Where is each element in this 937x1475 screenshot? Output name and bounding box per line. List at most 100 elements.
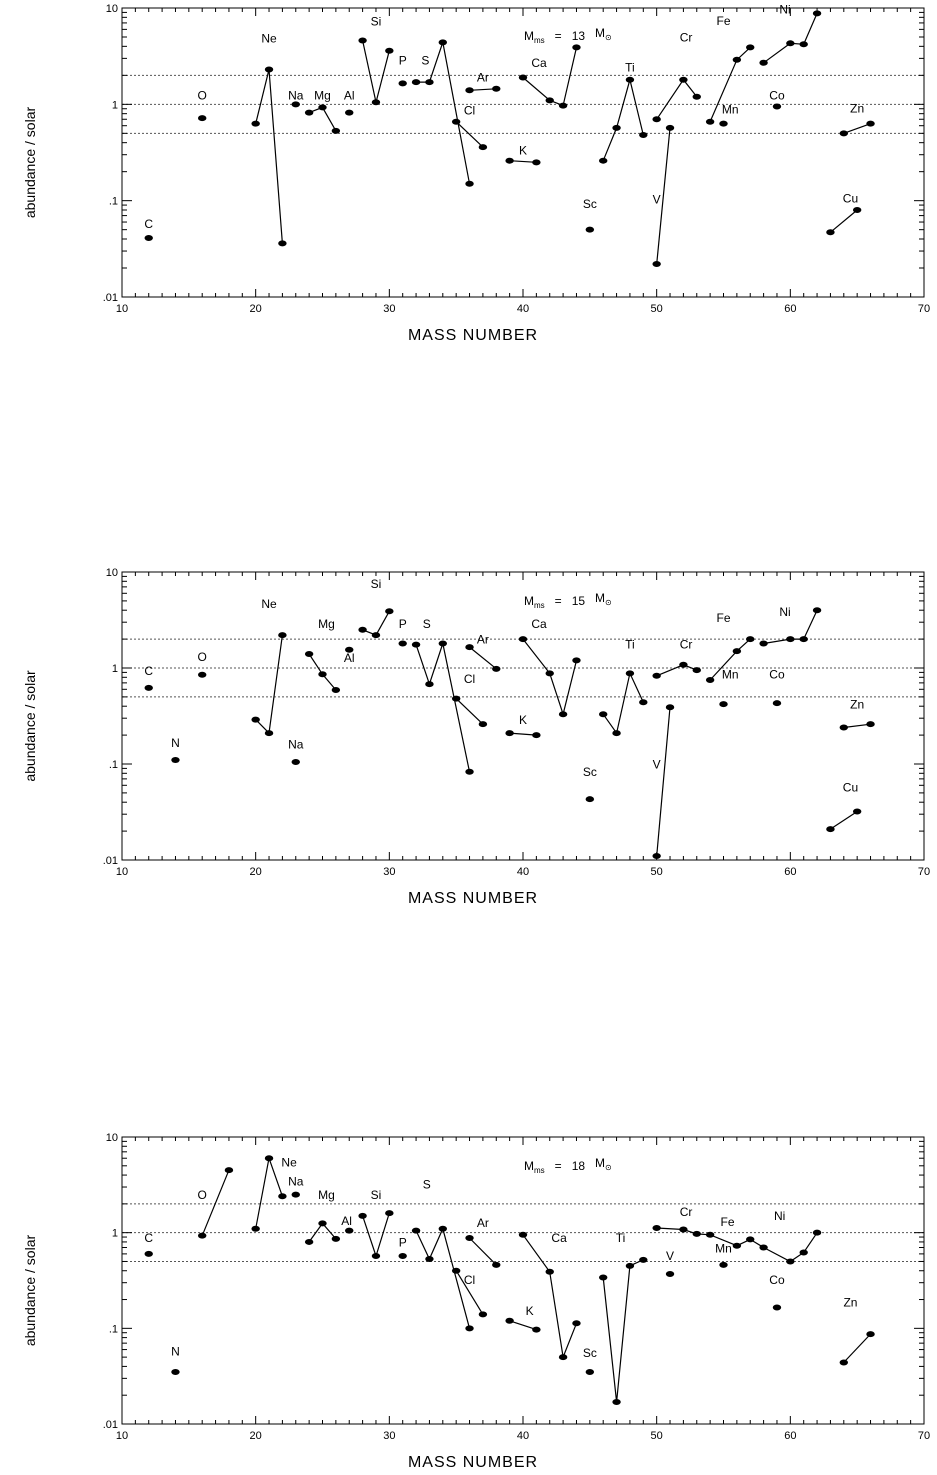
x-tick-label: 40: [517, 303, 529, 315]
data-point-s: [438, 1225, 447, 1232]
series-fe: Fe: [721, 1215, 735, 1229]
data-point-cr: [652, 1224, 661, 1231]
data-point-k: [532, 1326, 541, 1333]
element-label-ne: Ne: [261, 597, 277, 611]
series-line-cl: [455, 1270, 484, 1315]
data-point-sc: [585, 1368, 595, 1375]
data-point-s: [465, 180, 474, 187]
element-label-c: C: [144, 217, 153, 231]
data-point-s: [465, 768, 474, 775]
series-cl: Cl: [451, 104, 488, 151]
data-point-mg: [318, 671, 327, 678]
series-al: Al: [341, 1214, 354, 1234]
y-tick-label: 1: [112, 99, 118, 111]
data-point-c: [144, 684, 153, 691]
data-point-cu: [852, 207, 862, 214]
data-point-ni: [759, 59, 768, 66]
data-point-si: [371, 632, 381, 639]
series-line-s: [415, 641, 471, 772]
y-axis-label: abundance / solar: [22, 670, 38, 782]
data-point-na: [291, 101, 300, 108]
data-point-ne: [278, 632, 287, 639]
mass-label-eq: =: [555, 594, 562, 608]
data-point-s: [425, 1256, 434, 1263]
data-point-ti: [612, 1398, 621, 1405]
series-o: O: [198, 650, 207, 678]
mass-label-value: 13: [572, 29, 586, 43]
series-line-zn: [843, 1333, 871, 1363]
y-tick-label: .01: [103, 1419, 118, 1431]
series-o: O: [198, 1167, 234, 1239]
series-line-cr: [656, 1227, 818, 1263]
series-line-cr: [656, 78, 698, 120]
mass-label-sub: ms: [534, 36, 545, 45]
data-point-cu: [826, 229, 835, 236]
mass-label-unit-sub: ⊙: [605, 33, 612, 42]
x-axis-label: MASS NUMBER: [408, 890, 538, 907]
chart-panel-2: 10 20 30 40 50 60 70 10 1 .1 .01 MASS NUMBER abundan…: [22, 567, 930, 907]
series-v: V: [652, 124, 675, 268]
y-tick-label: .1: [109, 1323, 118, 1335]
element-label-mn: Mn: [722, 103, 739, 117]
mass-label-symbol: M: [524, 594, 534, 608]
series-sc: Sc: [583, 197, 597, 233]
series-si: Si: [358, 14, 394, 106]
element-label-co: Co: [769, 89, 785, 103]
mass-label-eq: =: [555, 29, 562, 43]
series-s: S: [411, 1177, 474, 1332]
series-k: K: [505, 713, 541, 739]
data-point-ti: [612, 124, 621, 131]
data-point-o: [198, 1232, 207, 1239]
series-line-ti: [602, 77, 644, 161]
data-point-cr: [652, 116, 661, 123]
series-line-cl: [455, 121, 484, 148]
mass-label-value: 18: [572, 1159, 586, 1173]
series-line-v: [656, 127, 671, 265]
element-label-cr: Cr: [680, 1205, 693, 1219]
element-label-ar: Ar: [477, 71, 489, 85]
series-line-k: [509, 1320, 537, 1331]
data-point-si: [371, 99, 381, 106]
data-point-cr: [705, 1231, 715, 1238]
data-point-ne: [251, 120, 260, 127]
element-label-zn: Zn: [850, 102, 864, 116]
stellar-mass-label: Mms = 18 M⊙: [524, 1156, 612, 1175]
series-na: Na: [288, 1175, 304, 1198]
data-point-si: [358, 37, 367, 44]
data-point-cr: [692, 93, 701, 100]
element-label-sc: Sc: [583, 1346, 597, 1360]
mass-label-unit: M: [595, 1156, 605, 1170]
data-point-k: [532, 159, 541, 166]
data-point-ti: [599, 157, 608, 164]
data-point-ti: [639, 699, 648, 706]
y-axis-label: abundance / solar: [22, 107, 38, 219]
series-co: Co: [769, 89, 785, 110]
element-label-o: O: [198, 650, 207, 664]
data-point-cl: [451, 1267, 461, 1274]
data-point-s: [438, 640, 447, 647]
element-label-sc: Sc: [583, 765, 597, 779]
element-label-v: V: [653, 193, 661, 207]
element-label-ni: Ni: [779, 2, 790, 16]
data-point-ni: [759, 640, 768, 647]
data-point-ca: [545, 97, 554, 104]
data-point-cu: [852, 808, 862, 815]
element-label-si: Si: [371, 1188, 382, 1202]
element-label-fe: Fe: [721, 1215, 735, 1229]
data-point-ni: [799, 41, 808, 48]
data-point-ca: [558, 1354, 568, 1361]
series-cu: Cu: [826, 780, 862, 833]
mass-label-unit-sub: ⊙: [605, 598, 612, 607]
x-tick-label: 70: [918, 1430, 930, 1442]
series-c: C: [144, 1231, 153, 1257]
series-line-s: [415, 1226, 471, 1329]
data-point-cr: [746, 1236, 755, 1243]
data-point-cl: [478, 144, 488, 151]
series-line-si: [362, 40, 390, 103]
data-point-ca: [545, 670, 554, 677]
chart-panel-1: 10 20 30 40 50 60 70 10 1 .1 .01 MASS NUMBER abundan…: [22, 2, 930, 344]
series-mn: Mn: [719, 667, 739, 708]
data-point-k: [505, 730, 514, 737]
data-point-mn: [719, 120, 728, 127]
data-point-cr: [692, 1230, 701, 1237]
